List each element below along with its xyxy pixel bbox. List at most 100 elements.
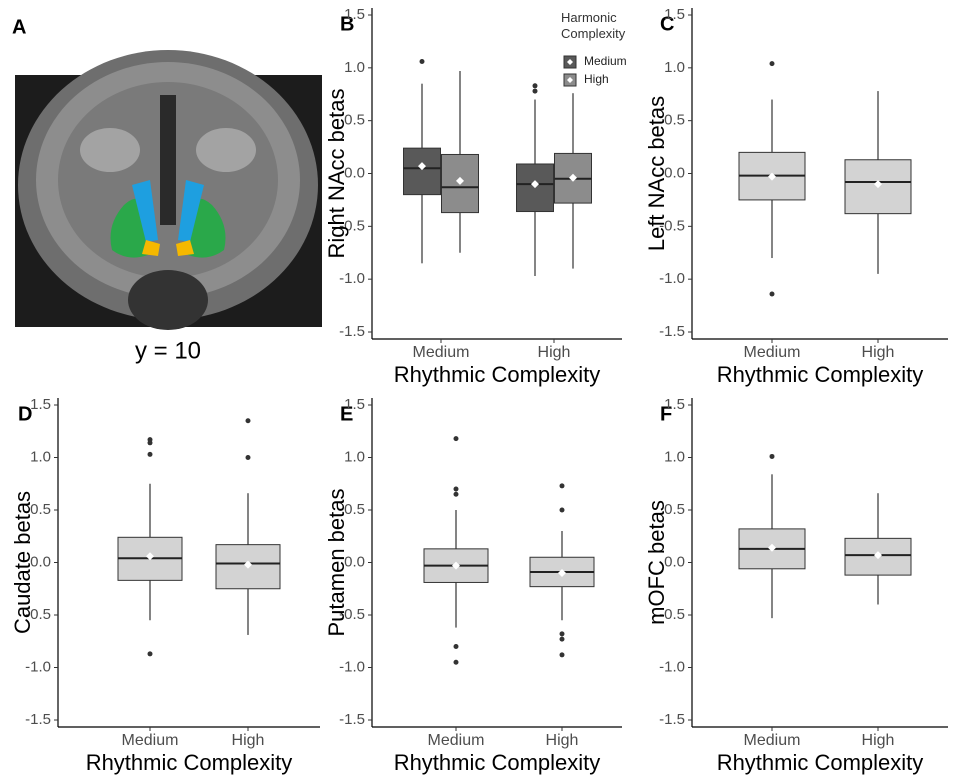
outlier [453, 486, 459, 492]
y-tick-label: 0.0 [344, 553, 365, 570]
x-axis-title: Rhythmic Complexity [394, 750, 601, 775]
outlier [559, 652, 565, 658]
outlier [532, 83, 538, 89]
y-tick-label: -0.5 [25, 606, 51, 623]
x-tick-label: Medium [744, 344, 801, 361]
x-axis-title: Rhythmic Complexity [394, 362, 601, 387]
outlier [559, 483, 565, 489]
outlier [419, 58, 425, 64]
y-tick-label: -1.5 [339, 323, 365, 340]
mean-point [558, 569, 566, 577]
y-tick-label: 0.0 [30, 553, 51, 570]
y-axis-title: Right NAcc betas [324, 89, 349, 259]
outlier [245, 418, 251, 424]
outlier [559, 636, 565, 642]
x-tick-label: Medium [413, 344, 470, 361]
outlier [147, 451, 153, 457]
y-tick-label: 0.5 [344, 501, 365, 518]
y-tick-label: 0.0 [664, 553, 685, 570]
y-axis-title: Left NAcc betas [644, 96, 669, 251]
outlier [769, 291, 775, 297]
y-tick-label: -0.5 [339, 606, 365, 623]
legend-title: Harmonic Complexity [561, 10, 626, 41]
outlier [453, 491, 459, 497]
mean-point [768, 172, 776, 181]
outlier [559, 631, 565, 637]
y-axis-title: Putamen betas [324, 489, 349, 637]
y-tick-label: 0.0 [664, 164, 685, 181]
image-caption: y = 10 [135, 337, 201, 364]
outlier [559, 507, 565, 513]
y-tick-label: 1.0 [30, 448, 51, 465]
y-tick-label: 1.5 [664, 6, 685, 23]
outlier [453, 644, 459, 649]
y-tick-label: -1.0 [339, 270, 365, 287]
y-tick-label: 0.5 [344, 112, 365, 129]
outlier [147, 651, 153, 657]
outlier [453, 659, 459, 665]
y-tick-label: 1.0 [344, 59, 365, 76]
y-axis-title: Caudate betas [10, 491, 35, 634]
outlier [453, 436, 459, 442]
outlier [769, 61, 775, 67]
mean-point [874, 551, 882, 560]
legend-key-mean [567, 77, 573, 83]
x-tick-label: High [538, 344, 571, 361]
x-tick-label: High [862, 344, 895, 361]
y-tick-label: 1.0 [664, 448, 685, 465]
y-tick-label: 1.0 [344, 448, 365, 465]
x-axis-title: Rhythmic Complexity [717, 362, 924, 387]
y-tick-label: 0.5 [664, 501, 685, 518]
x-tick-label: Medium [428, 732, 485, 749]
panel-letter: C [660, 13, 674, 35]
y-tick-label: -1.5 [339, 711, 365, 728]
y-tick-label: -1.0 [339, 658, 365, 675]
y-tick-label: 1.5 [344, 396, 365, 413]
y-tick-label: -1.0 [25, 658, 51, 675]
y-tick-label: 0.5 [30, 501, 51, 518]
mean-point [531, 180, 539, 189]
mean-point [456, 176, 464, 185]
x-axis-title: Rhythmic Complexity [86, 750, 293, 775]
box [403, 147, 441, 196]
mean-point [569, 173, 577, 182]
y-tick-label: -1.5 [659, 711, 685, 728]
x-tick-label: Medium [122, 732, 179, 749]
x-tick-label: High [232, 732, 265, 749]
mean-point [418, 162, 426, 171]
y-axis-title: mOFC betas [644, 500, 669, 625]
outlier [769, 453, 775, 459]
y-tick-label: -1.5 [659, 323, 685, 340]
x-tick-label: High [546, 732, 579, 749]
y-tick-label: -0.5 [659, 217, 685, 234]
mean-point [452, 561, 460, 570]
y-tick-label: 0.5 [664, 112, 685, 129]
y-tick-label: -1.0 [659, 270, 685, 287]
y-tick-label: -1.5 [25, 711, 51, 728]
y-tick-label: 1.0 [664, 59, 685, 76]
outlier [147, 437, 153, 443]
outlier [245, 455, 251, 460]
y-tick-label: -0.5 [659, 606, 685, 623]
legend-key-mean [567, 59, 573, 65]
legend-label: High [584, 72, 609, 86]
x-tick-label: Medium [744, 732, 801, 749]
mean-point [874, 180, 882, 189]
brain-image [15, 50, 322, 330]
panel-letter: D [18, 403, 32, 425]
mean-point [768, 543, 776, 552]
panel-letter: A [12, 16, 26, 38]
y-tick-label: -1.0 [659, 658, 685, 675]
y-tick-label: 1.5 [30, 396, 51, 413]
y-tick-label: 0.0 [344, 164, 365, 181]
y-tick-label: 1.5 [664, 396, 685, 413]
x-tick-label: High [862, 732, 895, 749]
y-tick-label: 1.5 [344, 6, 365, 23]
panel-letter: B [340, 13, 354, 35]
legend-label: Medium [584, 54, 627, 68]
panel-letter: F [660, 403, 672, 425]
mean-point [244, 560, 252, 569]
outlier [532, 88, 538, 94]
